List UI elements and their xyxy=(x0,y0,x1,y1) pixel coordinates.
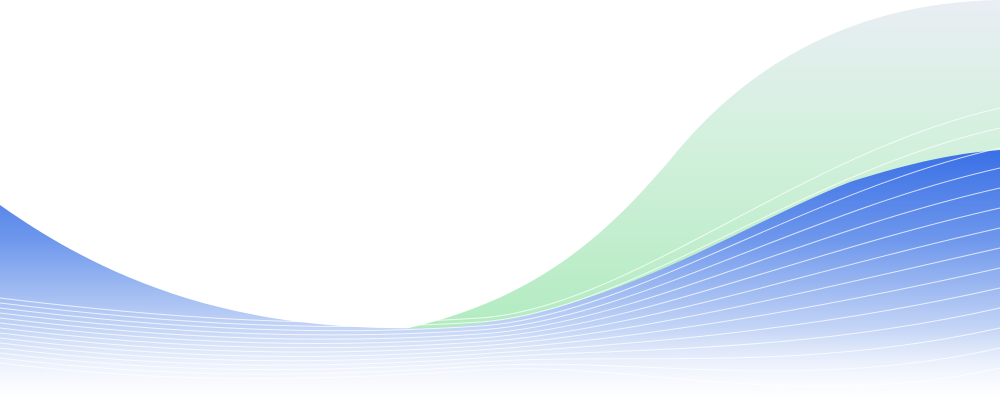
bottom-fade xyxy=(0,330,1000,418)
wave-line xyxy=(0,167,1000,336)
wave-line xyxy=(0,107,1000,323)
wave-line xyxy=(0,127,1000,327)
wave-line xyxy=(0,147,1000,332)
